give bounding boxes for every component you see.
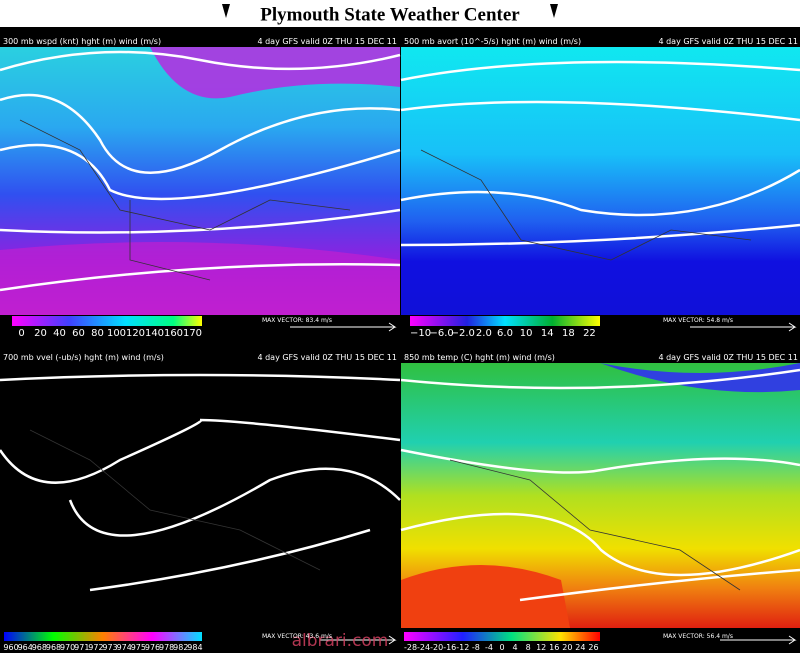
color-bar xyxy=(410,316,600,326)
panel-header-left: 500 mb avort (10^-5/s) hght (m) wind (m/… xyxy=(404,37,581,46)
colorbar-label: -24 xyxy=(417,643,430,652)
colorbar-label: 24 xyxy=(575,643,585,652)
colorbar-label: 160 xyxy=(164,328,183,339)
colorbar-label: 0 xyxy=(18,328,24,339)
colorbar-label: 960 xyxy=(3,643,18,652)
panel-header-left: 850 mb temp (C) hght (m) wind (m/s) xyxy=(404,353,555,362)
colorbar-label: 40 xyxy=(53,328,66,339)
color-bar xyxy=(404,632,600,641)
colorbar-label: 10 xyxy=(520,328,533,339)
max-vector-label: MAX VECTOR: 56.4 m/s xyxy=(663,633,733,640)
colorbar-label: 2.0 xyxy=(476,328,492,339)
colorbar-label: -12 xyxy=(456,643,469,652)
colorbar-label: 170 xyxy=(183,328,202,339)
colorbar-label: 26 xyxy=(588,643,598,652)
colorbar-label: 971 xyxy=(74,643,89,652)
colorbar-label: 984 xyxy=(187,643,202,652)
colorbar-label: -20 xyxy=(430,643,443,652)
colorbar-label: 973 xyxy=(102,643,117,652)
color-bar xyxy=(4,632,202,641)
max-vector-label: MAX VECTOR: 43.6 m/s xyxy=(262,633,332,640)
max-vector-label: MAX VECTOR: 83.4 m/s xyxy=(262,317,332,324)
title-bar xyxy=(0,0,800,27)
colorbar-label: 4 xyxy=(513,643,518,652)
colorbar-label: 22 xyxy=(583,328,596,339)
colorbar-label: 6.0 xyxy=(497,328,513,339)
colorbar-label: 14 xyxy=(541,328,554,339)
map-shading xyxy=(150,47,400,99)
vector-arrow xyxy=(290,322,797,645)
map-shading xyxy=(401,565,570,628)
colorbar-label: 970 xyxy=(60,643,75,652)
page-title: Plymouth State Weather Center xyxy=(260,4,520,25)
colorbar-label: 964 xyxy=(18,643,33,652)
colorbar-label: 968 xyxy=(46,643,61,652)
map-panel xyxy=(0,363,400,628)
contours xyxy=(0,50,800,602)
colorbar-label: 972 xyxy=(88,643,103,652)
colorbar-label: 80 xyxy=(91,328,104,339)
map-shading xyxy=(0,242,400,315)
colorbar-label: 968 xyxy=(32,643,47,652)
panel-header-left: 700 mb vvel (-ub/s) hght (m) wind (m/s) xyxy=(3,353,164,362)
panel-header-left: 300 mb wspd (knt) hght (m) wind (m/s) xyxy=(3,37,161,46)
colorbar-label: 974 xyxy=(117,643,132,652)
colorbar-label: −2.0 xyxy=(451,328,475,339)
colorbar-label: 18 xyxy=(562,328,575,339)
colorbar-label: 8 xyxy=(526,643,531,652)
colorbar-label: 100 xyxy=(107,328,126,339)
colorbar-label: −10 xyxy=(410,328,431,339)
panel-header-right: 4 day GFS valid 0Z THU 15 DEC 11 xyxy=(257,353,397,362)
colorbar-label: -16 xyxy=(443,643,456,652)
colorbar-label: -28 xyxy=(404,643,417,652)
color-bar xyxy=(12,316,202,326)
watermark: albrari.com xyxy=(292,631,389,651)
colorbar-label: -4 xyxy=(485,643,493,652)
panel-header-right: 4 day GFS valid 0Z THU 15 DEC 11 xyxy=(257,37,397,46)
colorbar-label: 982 xyxy=(173,643,188,652)
colorbar-label: 0 xyxy=(499,643,504,652)
colorbar-label: 20 xyxy=(34,328,47,339)
colorbar-label: 978 xyxy=(159,643,174,652)
max-vector-label: MAX VECTOR: 54.8 m/s xyxy=(663,317,733,324)
colorbar-label: −6.0 xyxy=(430,328,454,339)
colorbar-label: 12 xyxy=(536,643,546,652)
colorbar-label: 60 xyxy=(72,328,85,339)
colorbar-label: 975 xyxy=(131,643,146,652)
map-shading xyxy=(600,363,800,393)
colorbar-label: 140 xyxy=(145,328,164,339)
colorbar-label: 20 xyxy=(562,643,572,652)
colorbar-label: 976 xyxy=(145,643,160,652)
country-borders xyxy=(19,119,752,591)
panel-header-right: 4 day GFS valid 0Z THU 15 DEC 11 xyxy=(658,37,798,46)
panel-header-right: 4 day GFS valid 0Z THU 15 DEC 11 xyxy=(658,353,798,362)
colorbar-label: 120 xyxy=(126,328,145,339)
colorbar-label: 16 xyxy=(549,643,559,652)
map-panel xyxy=(401,47,800,315)
colorbar-label: -8 xyxy=(472,643,480,652)
